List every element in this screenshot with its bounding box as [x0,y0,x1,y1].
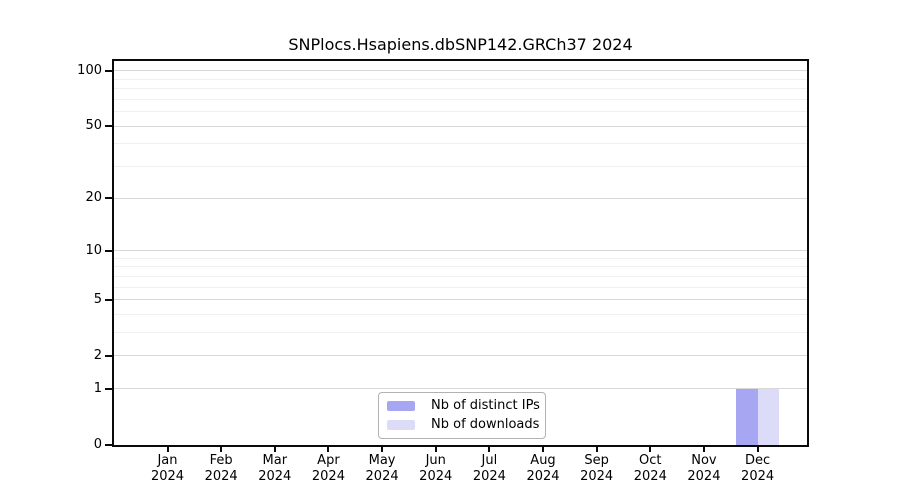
gridline-minor-60 [114,111,807,113]
x-tick-label-oct: Oct 2024 [633,453,667,484]
y-tick-label-10: 10 [85,242,102,258]
gridline-major-20 [114,197,807,199]
y-tick-1 [105,387,112,390]
x-tick-label-jan: Jan 2024 [150,453,185,484]
gridline-major-10 [114,250,807,252]
gridline-minor-7 [114,275,807,277]
gridline-minor-40 [114,143,807,145]
x-tick-jan [166,447,169,452]
x-tick-may [381,447,384,452]
x-tick-feb [220,447,223,452]
y-tick-label-20: 20 [85,190,102,206]
x-tick-label-apr: Apr 2024 [311,453,345,484]
x-tick-label-may: May 2024 [365,453,399,484]
x-tick-label-jun: Jun 2024 [419,453,453,484]
gridline-minor-90 [114,78,807,80]
x-tick-sep [595,447,598,452]
x-tick-label-jul: Jul 2024 [472,453,506,484]
gridline-major-5 [114,299,807,301]
gridline-minor-70 [114,98,807,100]
x-tick-jun [434,447,437,452]
y-tick-10 [105,249,112,252]
gridline-major-50 [114,125,807,127]
gridline-minor-6 [114,286,807,288]
plot-area [112,59,809,447]
x-tick-oct [649,447,652,452]
gridline-major-100 [114,70,807,72]
x-tick-label-dec: Dec 2024 [741,453,775,484]
x-tick-label-mar: Mar 2024 [258,453,292,484]
legend-label-distinct-ips: Nb of distinct IPs [431,398,540,413]
bar-nb-of-downloads-dec-2024 [757,388,780,445]
gridline-minor-80 [114,88,807,90]
legend-swatch-downloads [387,419,415,430]
y-tick-2 [105,354,112,357]
y-tick-label-5: 5 [93,291,102,307]
x-tick-label-sep: Sep 2024 [580,453,614,484]
y-tick-label-50: 50 [85,118,102,134]
x-tick-label-nov: Nov 2024 [687,453,721,484]
legend: Nb of distinct IPs Nb of downloads [378,392,546,439]
chart-title: SNPlocs.Hsapiens.dbSNP142.GRCh37 2024 [288,35,633,54]
x-tick-label-feb: Feb 2024 [204,453,238,484]
gridline-minor-3 [114,332,807,334]
y-tick-label-0: 0 [93,437,102,452]
legend-label-downloads: Nb of downloads [431,417,540,432]
y-tick-50 [105,125,112,128]
x-tick-mar [273,447,276,452]
legend-swatch-distinct-ips [387,400,415,411]
x-tick-nov [702,447,705,452]
y-tick-5 [105,298,112,301]
x-tick-apr [327,447,330,452]
gridline-minor-8 [114,266,807,268]
gridline-major-2 [114,355,807,357]
x-tick-aug [542,447,544,452]
gridline-minor-30 [114,166,807,168]
gridline-minor-9 [114,257,807,259]
x-tick-label-aug: Aug 2024 [526,453,560,484]
y-tick-label-1: 1 [93,380,102,396]
y-tick-label-2: 2 [93,347,102,363]
gridline-major-1 [114,388,807,390]
y-tick-0 [105,444,112,446]
bar-nb-of-distinct-ips-dec-2024 [736,388,758,445]
y-tick-label-100: 100 [77,62,102,78]
x-tick-jul [488,447,491,452]
x-tick-dec [756,447,759,452]
legend-row-downloads: Nb of downloads [379,415,545,434]
gridline-minor-4 [114,314,807,315]
y-tick-20 [105,197,112,200]
legend-row-distinct-ips: Nb of distinct IPs [379,396,545,415]
y-tick-100 [105,69,112,72]
